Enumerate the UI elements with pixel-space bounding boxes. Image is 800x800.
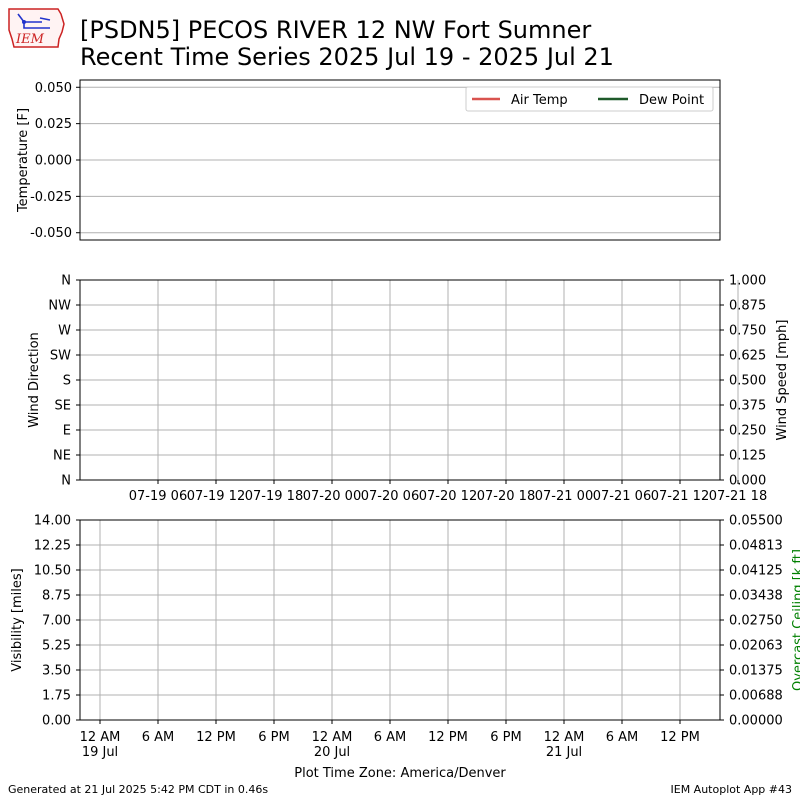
wind-speed-tick-label: 0.875: [729, 299, 766, 314]
wind-x-tick-label: 07-20 12: [419, 489, 477, 504]
ceiling-tick-label: 0.03438: [729, 589, 783, 604]
time-tick-label: 6 PM: [490, 730, 521, 745]
wind-direction-axis-label: Wind Direction: [27, 332, 42, 428]
wind-speed-tick-label: 0.500: [729, 374, 766, 389]
logo-text: IEM: [15, 32, 45, 47]
wind-direction-tick-label: E: [63, 424, 71, 439]
wind-direction-tick-label: SW: [50, 349, 71, 364]
iem-logo: IEM: [8, 8, 65, 48]
time-tick-label: 12 PM: [196, 730, 236, 745]
wind-x-tick-label: 07-21 12: [651, 489, 709, 504]
wind-direction-tick-label: S: [63, 374, 71, 389]
wind-x-tick-label: 07-20 06: [361, 489, 419, 504]
legend: Air Temp Dew Point: [465, 86, 714, 112]
time-tick-label: 12 AM: [312, 730, 353, 745]
wind-direction-tick-label: NE: [53, 449, 71, 464]
wind-direction-tick-label: N: [61, 474, 71, 489]
time-tick-label: 6 AM: [606, 730, 639, 745]
visibility-tick-label: 3.50: [42, 664, 71, 679]
wind-direction-tick-label: W: [58, 324, 71, 339]
wind-x-tick-label: 07-21 18: [709, 489, 767, 504]
wind-speed-tick-label: 0.625: [729, 349, 766, 364]
visibility-tick-label: 1.75: [42, 689, 71, 704]
visibility-tick-label: 5.25: [42, 639, 71, 654]
ceiling-tick-label: 0.00000: [729, 714, 783, 729]
wind-direction-tick-label: SE: [55, 399, 71, 414]
wind-x-tick-label: 07-20 18: [477, 489, 535, 504]
time-tick-label: 12 AM: [544, 730, 585, 745]
time-tick-label: 6 PM: [258, 730, 289, 745]
temperature-y-tick-label: -0.025: [30, 190, 72, 205]
time-tick-label: 12 AM: [80, 730, 121, 745]
visibility-tick-label: 14.00: [34, 514, 71, 529]
wind-x-tick-label: 07-19 18: [245, 489, 303, 504]
wind-panel: N NW W SW S SE E NE N 1.000 0.875 0.750 0.625 0.500 0…: [27, 274, 790, 505]
wind-x-tick-label: 07-20 00: [303, 489, 361, 504]
wind-direction-tick-label: N: [61, 274, 71, 289]
ceiling-tick-label: 0.04813: [729, 539, 783, 554]
visibility-panel: 14.0012.2510.508.757.005.253.501.750.00 …: [10, 514, 800, 782]
legend-air-temp-label: Air Temp: [511, 93, 568, 108]
time-tick-label: 6 AM: [374, 730, 407, 745]
wind-speed-tick-label: 1.000: [729, 274, 766, 289]
time-tick-label: 12 PM: [428, 730, 468, 745]
wind-x-tick-label: 07-19 06: [129, 489, 187, 504]
date-tick-label: 20 Jul: [314, 745, 350, 760]
wind-direction-tick-label: NW: [48, 299, 71, 314]
temperature-y-tick-label: 0.025: [35, 117, 72, 132]
ceiling-tick-label: 0.00688: [729, 689, 783, 704]
generated-timestamp: Generated at 21 Jul 2025 5:42 PM CDT in …: [8, 783, 269, 796]
time-tick-label: 12 PM: [660, 730, 700, 745]
wind-x-tick-label: 07-21 06: [593, 489, 651, 504]
date-tick-label: 21 Jul: [546, 745, 582, 760]
chart-title-line2: Recent Time Series 2025 Jul 19 - 2025 Ju…: [80, 43, 614, 71]
wind-speed-tick-label: 0.375: [729, 399, 766, 414]
temperature-panel: 0.050 0.025 0.000 -0.025 -0.050 Temperature …: [16, 79, 721, 241]
wind-speed-tick-label: 0.000: [729, 474, 766, 489]
ceiling-tick-label: 0.02750: [729, 614, 783, 629]
ceiling-tick-label: 0.05500: [729, 514, 783, 529]
ceiling-tick-label: 0.01375: [729, 664, 783, 679]
ceiling-tick-label: 0.02063: [729, 639, 783, 654]
ceiling-tick-label: 0.04125: [729, 564, 783, 579]
legend-dew-point-label: Dew Point: [639, 93, 704, 108]
temperature-y-tick-label: 0.000: [35, 154, 72, 169]
wind-speed-tick-label: 0.250: [729, 424, 766, 439]
visibility-tick-label: 12.25: [34, 539, 71, 554]
wind-speed-tick-label: 0.125: [729, 449, 766, 464]
visibility-tick-label: 10.50: [34, 564, 71, 579]
time-tick-label: 6 AM: [142, 730, 175, 745]
wind-x-tick-label: 07-21 00: [535, 489, 593, 504]
visibility-tick-label: 7.00: [42, 614, 71, 629]
app-id: IEM Autoplot App #43: [670, 783, 793, 796]
wind-speed-axis-label: Wind Speed [mph]: [775, 320, 790, 441]
temperature-axis-label: Temperature [F]: [16, 108, 31, 213]
wind-x-tick-label: 07-19 12: [187, 489, 245, 504]
visibility-axis-label: Visibility [miles]: [10, 568, 25, 671]
visibility-tick-label: 8.75: [42, 589, 71, 604]
wind-speed-tick-label: 0.750: [729, 324, 766, 339]
visibility-tick-label: 0.00: [42, 714, 71, 729]
temperature-y-tick-label: -0.050: [30, 226, 72, 241]
chart-title-line1: [PSDN5] PECOS RIVER 12 NW Fort Sumner: [80, 16, 592, 44]
date-tick-label: 19 Jul: [82, 745, 118, 760]
overcast-ceiling-axis-label: Overcast Ceiling [k ft]: [791, 549, 800, 691]
temperature-y-tick-label: 0.050: [35, 81, 72, 96]
x-axis-label: Plot Time Zone: America/Denver: [294, 766, 506, 781]
